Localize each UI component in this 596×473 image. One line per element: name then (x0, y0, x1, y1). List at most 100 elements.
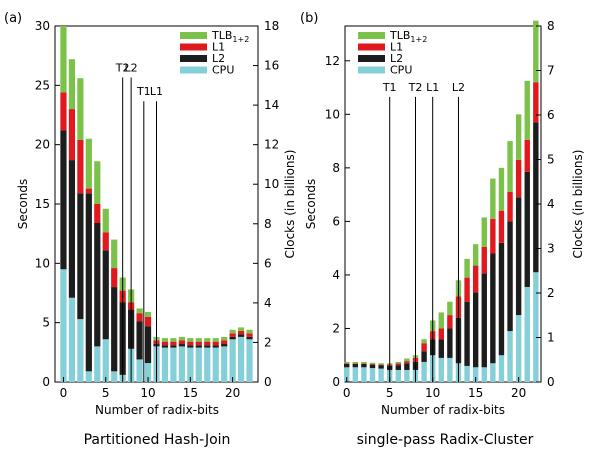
bar-l1-4 (378, 364, 384, 366)
x-tick-label: 5 (386, 386, 394, 400)
bar-cpu-16 (195, 347, 202, 382)
bar-tlb-4 (378, 363, 384, 365)
legend-swatch-l1 (180, 43, 207, 51)
annotation-label: T1 (382, 81, 397, 94)
bar-l2-4 (94, 222, 101, 347)
bar-cpu-15 (472, 367, 479, 382)
y-tick-label: 2 (332, 321, 340, 335)
x-tick-label: 10 (140, 386, 155, 400)
legend-label-l1: L1 (390, 41, 403, 54)
bar-l1-2 (361, 363, 367, 364)
bar-tlb-19 (507, 141, 513, 192)
bar-tlb-2 (77, 78, 84, 140)
bar-cpu-2 (361, 367, 367, 382)
bar-cpu-5 (102, 339, 109, 382)
y2-tick-label: 8 (264, 217, 272, 231)
bar-l2-1 (68, 160, 76, 298)
bar-l1-0 (344, 363, 350, 364)
bar-l2-3 (369, 364, 376, 369)
bar-tlb-6 (395, 361, 401, 364)
bar-tlb-11 (438, 312, 444, 329)
bar-tlb-1 (352, 361, 359, 364)
x-tick-label: 15 (468, 386, 483, 400)
y2-tick-label: 14 (264, 98, 279, 112)
bar-l2-3 (85, 193, 92, 372)
bar-tlb-22 (246, 329, 253, 334)
x-tick-label: 15 (183, 386, 198, 400)
legend-label-cpu: CPU (212, 64, 234, 77)
bar-l1-18 (212, 341, 219, 346)
bar-l2-11 (438, 339, 444, 358)
bar-l1-17 (490, 218, 496, 254)
bar-l1-19 (221, 340, 228, 345)
bar-tlb-15 (187, 338, 194, 342)
bar-cpu-1 (68, 297, 76, 382)
bar-l1-6 (395, 363, 401, 366)
legend-swatch-l2 (180, 55, 207, 62)
legend-swatch-cpu (180, 66, 207, 74)
bar-cpu-3 (369, 368, 376, 382)
x-tick-label: 20 (225, 386, 240, 400)
bar-l1-22 (246, 333, 253, 337)
bar-l1-14 (178, 340, 185, 345)
bar-tlb-10 (144, 311, 152, 317)
bar-l2-0 (60, 130, 67, 270)
y-axis: 0 2 4 6 8 10 12 (325, 54, 350, 389)
annotation-label: T2 (408, 81, 423, 94)
annotation-label: L2 (452, 81, 465, 94)
y-tick-label: 10 (35, 256, 50, 270)
bar-cpu-4 (378, 368, 384, 382)
bar-tlb-18 (498, 167, 505, 211)
bar-l2-4 (378, 365, 384, 369)
x-axis-label: Number of radix-bits (95, 403, 219, 417)
bar-tlb-22 (533, 20, 539, 83)
y2-tick-label: 0 (547, 375, 555, 389)
bar-l1-3 (85, 188, 92, 194)
y2-tick-label: 7 (547, 64, 555, 78)
bar-l1-21 (524, 139, 530, 172)
y2-axis-label: Clocks (in billions) (571, 150, 585, 259)
bar-l2-6 (395, 365, 401, 370)
bar-l2-16 (481, 273, 487, 368)
bar-l1-21 (237, 330, 245, 335)
legend-label-l2: L2 (390, 52, 403, 65)
bar-tlb-19 (221, 336, 228, 341)
bar-l2-19 (507, 221, 513, 332)
bar-l1-15 (187, 341, 194, 346)
x-tick-label: 0 (343, 386, 351, 400)
bar-l1-2 (77, 139, 84, 194)
x-axis-label: Number of radix-bits (381, 403, 505, 417)
bar-cpu-17 (490, 363, 496, 382)
bar-l1-0 (60, 92, 67, 131)
bar-tlb-2 (361, 361, 367, 364)
bar-tlb-5 (102, 208, 109, 233)
bar-l2-7 (404, 363, 410, 370)
bar-l1-12 (161, 341, 169, 346)
bar-l2-15 (187, 345, 194, 348)
bar-tlb-15 (472, 244, 479, 266)
bar-tlb-14 (464, 258, 470, 278)
bar-tlb-14 (178, 336, 185, 341)
bar-l2-13 (170, 345, 177, 348)
bar-l2-17 (204, 345, 211, 348)
bar-l2-12 (161, 345, 169, 348)
y-tick-label: 5 (42, 316, 50, 330)
y-axis: 0 5 10 15 20 25 30 (35, 19, 60, 389)
bar-l1-13 (170, 341, 177, 346)
y-axis-label: Seconds (304, 179, 318, 229)
bar-marks (344, 20, 539, 382)
bar-cpu-12 (161, 347, 169, 382)
y2-tick-label: 8 (547, 19, 555, 33)
bar-cpu-15 (187, 347, 194, 382)
legend-label-subscript: 1+2 (232, 35, 249, 44)
y-tick-label: 0 (42, 375, 50, 389)
y-tick-label: 20 (35, 138, 50, 152)
bar-l2-10 (144, 326, 152, 364)
y2-tick-label: 1 (547, 331, 555, 345)
y-tick-label: 6 (332, 214, 340, 228)
legend-label-cpu: CPU (390, 64, 412, 77)
bar-l2-14 (464, 301, 470, 366)
y-tick-label: 15 (35, 197, 50, 211)
bar-tlb-4 (94, 161, 101, 204)
